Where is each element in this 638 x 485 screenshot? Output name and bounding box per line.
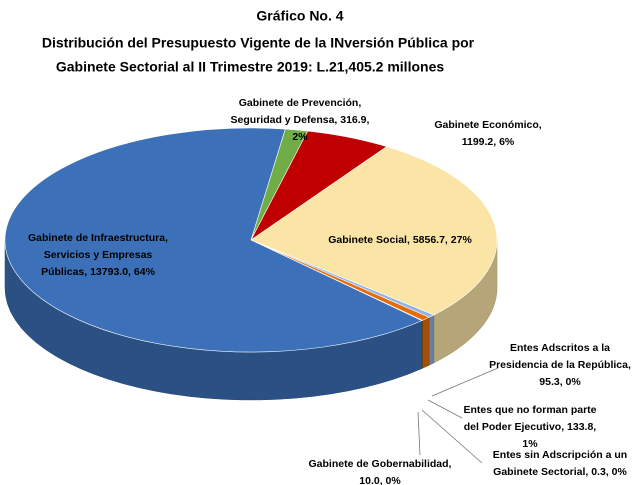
pie-wall — [428, 314, 435, 366]
data-label: Seguridad y Defensa, 316.9, — [231, 114, 370, 126]
leader-line — [427, 399, 463, 419]
chart-title: Gabinete Sectorial al II Trimestre 2019:… — [56, 59, 445, 75]
pie-slice — [4, 127, 423, 353]
data-label: Públicas, 13793.0, 64% — [41, 266, 155, 278]
data-label: del Poder Ejecutivo, 133.8, — [464, 421, 597, 433]
chart-title: Distribución del Presupuesto Vigente de … — [42, 35, 475, 51]
pie-slice — [250, 146, 498, 316]
data-label: Servicios y Empresas — [44, 249, 153, 261]
data-label: Gabinete Social, 5856.7, 27% — [328, 234, 472, 246]
data-label: Entes que no forman parte — [463, 404, 596, 416]
pie-wall — [422, 316, 430, 369]
data-label: 1% — [522, 438, 538, 450]
data-label: 2% — [292, 131, 308, 143]
data-label: Presidencia de la República, — [489, 359, 631, 371]
data-label: 1199.2, 6% — [462, 136, 515, 148]
data-label: Gabinete de Gobernabilidad, — [309, 458, 452, 470]
leader-line — [421, 409, 483, 464]
leader-line — [431, 367, 499, 397]
chart-title: Gráfico No. 4 — [256, 8, 343, 24]
data-label: 95.3, 0% — [539, 376, 581, 388]
data-label: Entes sin Adscripción a un — [493, 449, 627, 461]
data-label: Gabinete Económico, — [434, 119, 541, 131]
data-label: Entes Adscritos a la — [510, 342, 610, 354]
data-label: Gabinete de Prevención, — [239, 97, 362, 109]
data-label: Gabinete Sectorial, 0.3, 0% — [493, 466, 627, 478]
data-label: Gabinete de Infraestructura, — [28, 232, 168, 244]
data-label: 10.0, 0% — [359, 475, 401, 485]
leader-line — [417, 411, 421, 456]
